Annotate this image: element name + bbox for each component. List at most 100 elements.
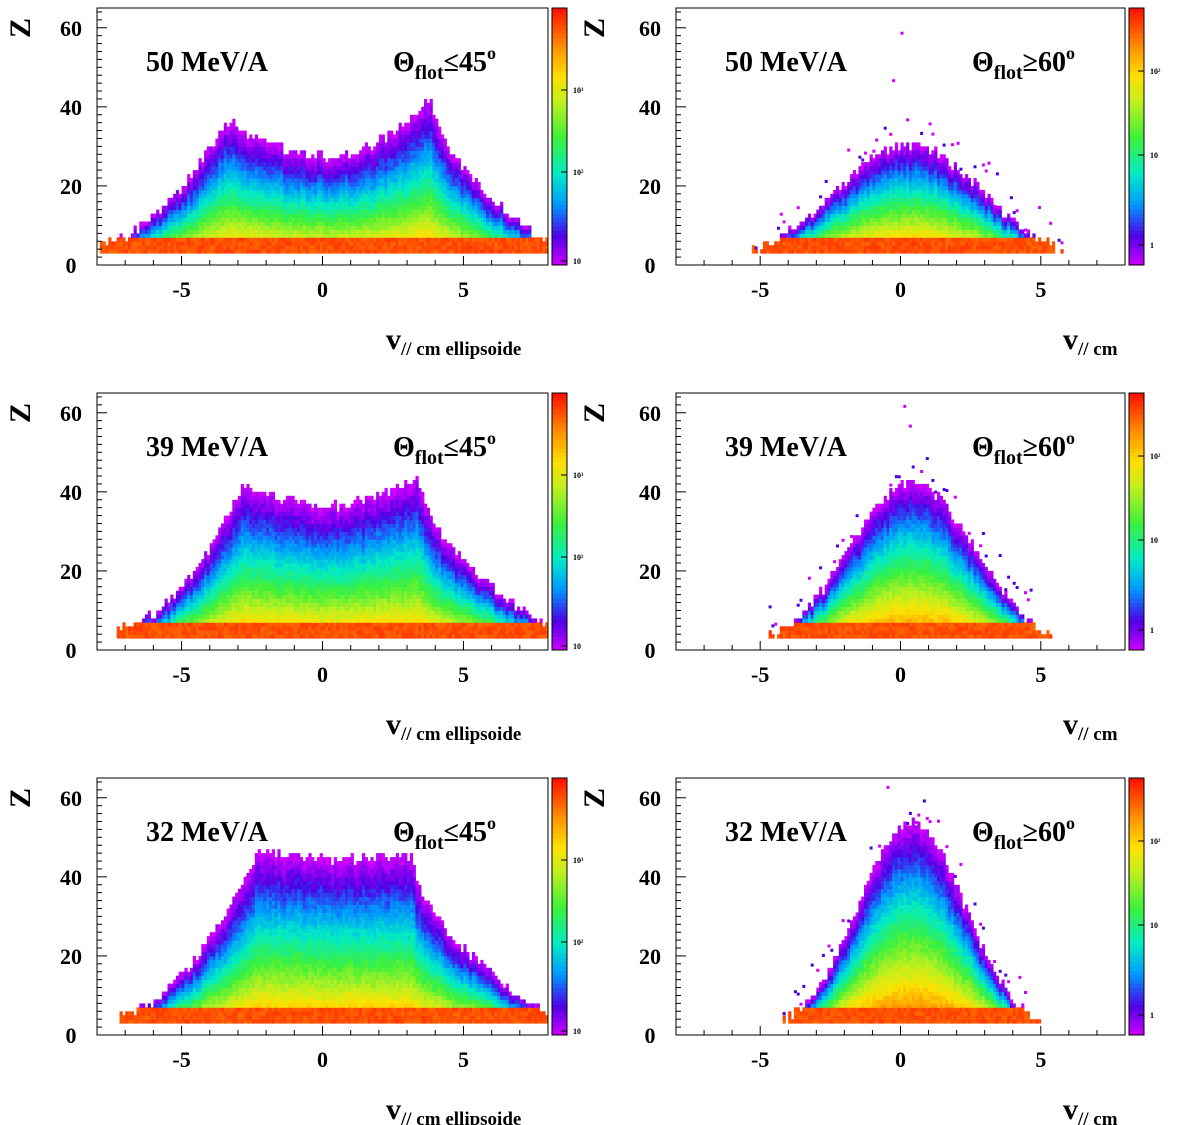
heat-cell xyxy=(900,209,904,214)
heat-cell xyxy=(331,158,335,163)
heat-cell xyxy=(525,237,529,242)
heat-cell xyxy=(965,241,969,246)
heat-cell xyxy=(336,185,340,191)
heat-cell xyxy=(813,241,817,246)
heat-cell xyxy=(367,209,371,214)
heat-cell xyxy=(283,229,287,234)
heat-cell xyxy=(263,197,267,203)
heat-cell xyxy=(858,178,862,183)
heat-cell xyxy=(212,241,216,246)
heat-cell xyxy=(283,221,287,226)
heat-cell xyxy=(395,189,399,195)
heat-cell xyxy=(976,225,980,230)
heat-cell xyxy=(412,114,416,120)
heat-cell xyxy=(864,237,868,242)
heat-cell xyxy=(173,193,177,199)
heat-cell xyxy=(894,166,899,171)
heat-cell xyxy=(892,185,896,191)
heat-cell xyxy=(850,233,854,238)
heat-cell xyxy=(858,170,862,175)
heat-cell xyxy=(378,182,383,187)
heat-cell xyxy=(398,162,402,167)
heat-cell xyxy=(471,221,476,226)
heat-cell xyxy=(215,142,219,147)
heat-cell xyxy=(455,233,459,238)
heat-cell xyxy=(322,182,326,187)
heat-cell xyxy=(291,221,295,226)
heat-cell xyxy=(908,158,913,163)
heat-cell xyxy=(201,189,205,195)
heat-cell xyxy=(215,245,219,250)
heat-cell xyxy=(345,185,349,191)
heat-cell xyxy=(229,193,233,199)
heat-cell xyxy=(263,221,267,226)
heat-cell xyxy=(308,178,312,183)
heat-cell xyxy=(511,245,515,250)
heat-cell xyxy=(266,225,270,230)
heat-cell xyxy=(855,189,859,195)
heat-cell xyxy=(418,229,422,234)
heat-cell xyxy=(257,178,261,183)
heat-cell xyxy=(951,170,955,175)
heat-cell xyxy=(810,217,814,222)
heat-cell xyxy=(237,233,242,238)
heat-cell xyxy=(796,237,800,242)
heat-cell xyxy=(206,229,211,234)
heat-cell xyxy=(345,249,349,254)
heat-cell xyxy=(922,249,927,254)
heat-cell xyxy=(833,201,837,207)
heat-cell xyxy=(356,162,360,167)
heat-cell xyxy=(440,233,445,238)
heat-cell xyxy=(491,229,495,234)
heat-cell xyxy=(288,166,292,171)
heat-cell xyxy=(438,130,442,135)
heat-cell xyxy=(206,245,211,250)
heat-cell xyxy=(959,174,963,179)
heat-cell xyxy=(409,126,414,131)
heat-cell xyxy=(483,193,487,199)
colorbar-segment xyxy=(552,192,567,197)
heat-cell xyxy=(190,193,194,199)
heat-cell xyxy=(796,245,800,250)
heat-cell xyxy=(892,237,896,242)
heat-cell xyxy=(314,193,318,199)
heat-cell xyxy=(370,197,374,203)
heat-cell xyxy=(125,241,129,246)
heat-cell xyxy=(398,122,402,128)
heat-cell xyxy=(331,185,335,191)
heat-cell xyxy=(201,209,205,214)
heat-cell xyxy=(984,225,988,230)
heat-cell xyxy=(167,225,171,230)
heat-cell xyxy=(353,162,357,167)
heat-cell xyxy=(266,209,270,214)
heat-cell xyxy=(903,154,907,159)
heat-cell xyxy=(283,154,287,159)
heat-cell xyxy=(215,178,219,183)
heat-cell xyxy=(322,217,326,222)
heat-cell xyxy=(342,221,346,226)
heat-cell xyxy=(294,182,298,187)
heat-cell xyxy=(376,150,380,155)
heat-cell xyxy=(951,185,955,191)
heat-cell xyxy=(161,205,165,211)
heat-cell xyxy=(404,189,408,195)
heat-cell xyxy=(181,189,185,195)
heat-cell xyxy=(878,193,882,199)
heat-cell xyxy=(364,154,368,159)
heat-cell xyxy=(328,182,332,187)
heat-cell xyxy=(953,193,957,199)
heat-cell xyxy=(333,229,337,234)
heat-cell xyxy=(319,229,323,234)
heat-cell xyxy=(948,245,952,250)
colorbar-segment xyxy=(552,110,567,116)
heat-cell xyxy=(967,182,971,187)
heat-cell xyxy=(850,205,854,211)
heat-cell xyxy=(359,162,363,167)
heat-cell xyxy=(443,170,447,175)
heat-cell xyxy=(314,221,318,226)
heat-cell xyxy=(328,185,332,191)
heat-cell xyxy=(271,201,275,207)
heat-cell xyxy=(398,138,402,143)
heat-cell xyxy=(959,229,963,234)
heat-cell xyxy=(401,178,405,183)
